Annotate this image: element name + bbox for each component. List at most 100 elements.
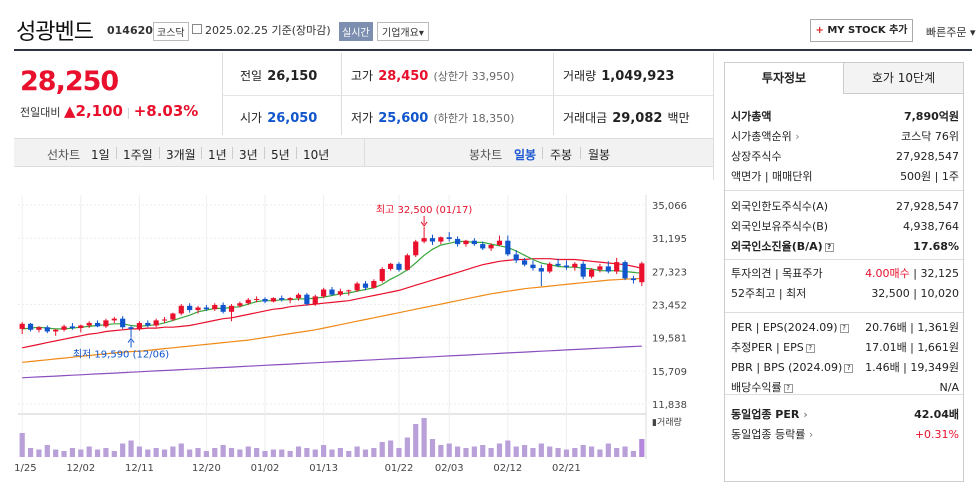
realtime-button[interactable]: 실시간: [339, 22, 373, 41]
candle-body[interactable]: [136, 322, 143, 329]
candle-body[interactable]: [614, 262, 620, 272]
period-1y[interactable]: 1년: [208, 148, 227, 162]
candle-body[interactable]: [170, 313, 176, 320]
candle-body[interactable]: [228, 305, 235, 312]
candle-body[interactable]: [120, 318, 126, 328]
candle-body[interactable]: [429, 238, 436, 242]
candle-body[interactable]: [521, 260, 528, 265]
candle-body[interactable]: [312, 296, 318, 305]
candle-body[interactable]: [262, 298, 268, 302]
candle-body[interactable]: [337, 291, 343, 295]
candle-body[interactable]: [178, 305, 184, 314]
arrow-right-icon[interactable]: ›: [799, 408, 808, 421]
candle-body[interactable]: [295, 294, 302, 299]
company-overview-button[interactable]: 기업개요▾: [377, 22, 429, 41]
candle-body[interactable]: [220, 304, 226, 312]
candle-body[interactable]: [538, 268, 544, 272]
candle-body[interactable]: [128, 327, 134, 329]
candle-body[interactable]: [111, 318, 117, 321]
candle-body[interactable]: [379, 268, 385, 281]
candle-body[interactable]: [153, 320, 159, 326]
add-my-stock-button[interactable]: + MY STOCK 추가: [810, 19, 913, 42]
help-icon[interactable]: ?: [839, 323, 849, 333]
candle-body[interactable]: [145, 322, 151, 326]
tab-invest-info[interactable]: 투자정보: [725, 63, 843, 94]
candle-body[interactable]: [505, 240, 511, 255]
quick-order-button[interactable]: 빠른주문 ▾: [926, 24, 976, 40]
candle-body[interactable]: [597, 266, 603, 270]
candle-body[interactable]: [622, 262, 628, 279]
candle-daily[interactable]: 일봉: [514, 148, 537, 162]
candle-body[interactable]: [388, 263, 394, 269]
period-5y[interactable]: 5년: [271, 148, 290, 162]
candle-body[interactable]: [555, 263, 561, 266]
period-1d[interactable]: 1일: [91, 148, 110, 162]
candle-body[interactable]: [53, 329, 59, 332]
candle-body[interactable]: [547, 263, 553, 272]
candle-body[interactable]: [455, 238, 461, 245]
candle-body[interactable]: [413, 241, 419, 256]
candle-body[interactable]: [396, 263, 402, 270]
candle-monthly[interactable]: 월봉: [588, 148, 611, 162]
candle-body[interactable]: [19, 323, 25, 329]
candle-body[interactable]: [270, 298, 276, 302]
candle-body[interactable]: [195, 307, 201, 311]
period-1w[interactable]: 1주일: [123, 148, 153, 162]
candle-body[interactable]: [639, 263, 645, 283]
candle-body[interactable]: [161, 319, 168, 321]
candle-body[interactable]: [103, 320, 109, 327]
candle-body[interactable]: [563, 265, 570, 268]
candle-body[interactable]: [94, 322, 101, 327]
candle-body[interactable]: [304, 294, 310, 305]
candle-body[interactable]: [480, 244, 486, 249]
candle-body[interactable]: [572, 263, 578, 268]
candle-body[interactable]: [421, 238, 427, 242]
candle-body[interactable]: [605, 266, 611, 272]
candle-body[interactable]: [36, 327, 42, 330]
help-icon[interactable]: ?: [824, 242, 834, 252]
candle-body[interactable]: [27, 323, 34, 330]
candle-body[interactable]: [254, 298, 260, 300]
candle-body[interactable]: [78, 325, 84, 329]
candle-body[interactable]: [530, 264, 536, 269]
candle-body[interactable]: [279, 298, 285, 300]
candle-body[interactable]: [362, 283, 369, 288]
candle-body[interactable]: [44, 327, 50, 332]
candle-body[interactable]: [346, 290, 352, 292]
help-icon[interactable]: ?: [805, 343, 815, 353]
candle-body[interactable]: [496, 240, 503, 245]
candle-body[interactable]: [588, 269, 595, 277]
period-3m[interactable]: 3개월: [166, 148, 196, 162]
help-icon[interactable]: ?: [844, 363, 854, 373]
candle-body[interactable]: [471, 240, 477, 245]
candle-body[interactable]: [237, 303, 243, 306]
candle-body[interactable]: [287, 298, 293, 300]
candle-body[interactable]: [488, 244, 494, 249]
candle-body[interactable]: [69, 326, 76, 329]
candle-body[interactable]: [212, 304, 218, 310]
candle-body[interactable]: [187, 305, 193, 311]
candle-body[interactable]: [371, 280, 377, 288]
candle-body[interactable]: [329, 289, 335, 295]
period-3y[interactable]: 3년: [239, 148, 258, 162]
arrow-right-icon[interactable]: ›: [791, 130, 800, 143]
candle-body[interactable]: [61, 326, 67, 330]
price-chart[interactable]: 35,066 31,195 27,323 23,452 19,581 15,709 11,8…: [14, 180, 714, 484]
candle-body[interactable]: [245, 299, 251, 304]
candle-body[interactable]: [580, 263, 586, 277]
candle-body[interactable]: [630, 278, 637, 281]
candle-weekly[interactable]: 주봉: [550, 148, 573, 162]
candle-body[interactable]: [321, 289, 327, 297]
candle-body[interactable]: [404, 255, 410, 270]
period-10y[interactable]: 10년: [303, 148, 330, 162]
candle-body[interactable]: [86, 322, 92, 326]
candle-body[interactable]: [446, 237, 452, 239]
help-icon[interactable]: ?: [783, 383, 793, 393]
candle-body[interactable]: [463, 240, 469, 245]
candle-body[interactable]: [203, 307, 209, 310]
candle-body[interactable]: [354, 283, 360, 291]
arrow-right-icon[interactable]: ›: [805, 428, 814, 441]
candle-body[interactable]: [438, 237, 444, 242]
tab-order-book[interactable]: 호가 10단계: [843, 63, 963, 94]
candle-body[interactable]: [513, 254, 519, 261]
